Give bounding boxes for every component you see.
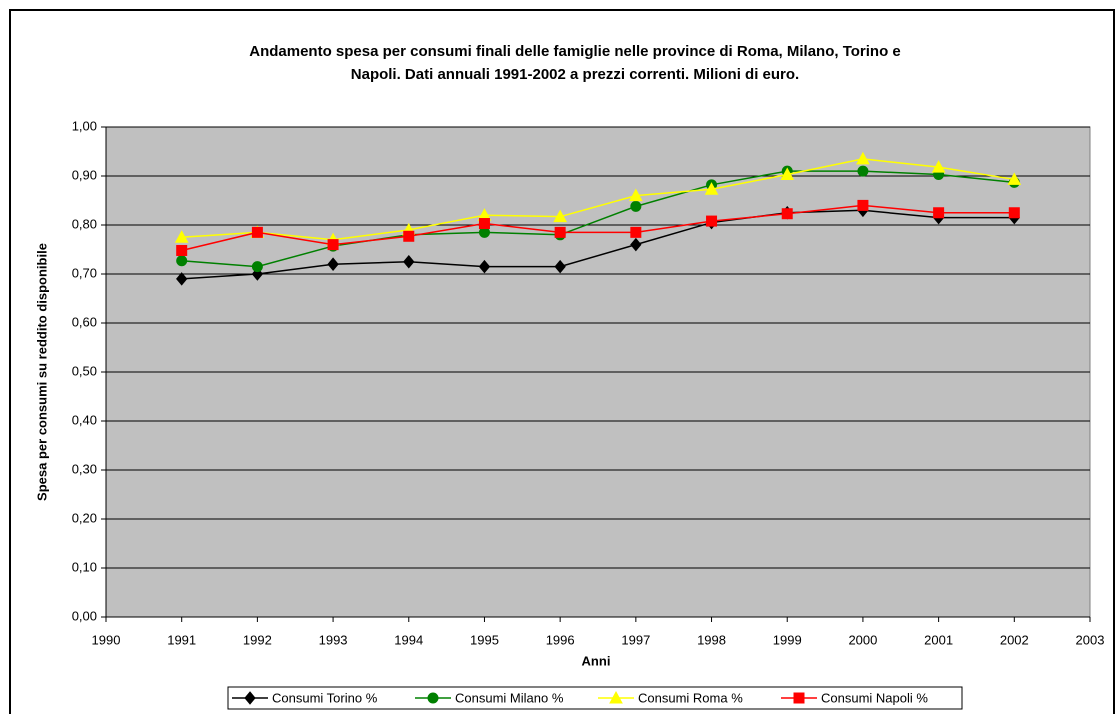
series-line <box>181 204 1015 252</box>
x-tick-label: 2001 <box>924 632 953 647</box>
x-axis-title: Anni <box>582 653 611 668</box>
marker <box>327 257 339 271</box>
marker <box>630 200 642 212</box>
x-tick-label: 1995 <box>470 632 499 647</box>
x-tick-label: 1993 <box>319 632 348 647</box>
marker <box>478 218 490 230</box>
marker <box>609 690 623 704</box>
y-tick-label: 1,00 <box>72 118 97 133</box>
x-tick-label: 1991 <box>167 632 196 647</box>
marker <box>630 237 642 252</box>
y-tick-label: 0,10 <box>72 559 97 574</box>
marker <box>244 691 256 705</box>
marker <box>251 261 263 273</box>
x-tick-label: 1994 <box>394 632 423 647</box>
x-tick-label: 1992 <box>243 632 272 647</box>
marker <box>174 230 189 243</box>
series-line <box>181 170 1015 268</box>
y-tick-label: 0,90 <box>72 167 97 182</box>
x-tick-label: 2003 <box>1076 632 1105 647</box>
y-tick-label: 0,00 <box>72 608 97 623</box>
legend-label: Consumi Torino % <box>272 690 378 705</box>
marker <box>1007 172 1022 185</box>
marker <box>478 259 491 274</box>
marker <box>630 226 642 238</box>
marker <box>553 209 567 223</box>
series-line <box>181 209 1015 280</box>
y-axis-title: Spesa per consumi su reddito disponibile <box>34 243 49 501</box>
marker <box>793 692 805 704</box>
x-tick-label: 1998 <box>697 632 726 647</box>
y-tick-label: 0,30 <box>72 461 97 476</box>
marker <box>704 182 719 195</box>
marker <box>933 207 945 219</box>
marker <box>403 254 415 269</box>
legend-label: Consumi Milano % <box>455 690 564 705</box>
marker <box>176 272 188 286</box>
marker <box>554 259 566 274</box>
marker <box>931 160 946 173</box>
marker <box>403 230 415 242</box>
marker <box>706 215 718 227</box>
y-tick-label: 0,50 <box>72 363 97 378</box>
chart-title: Andamento spesa per consumi finali delle… <box>249 43 901 60</box>
y-tick-label: 0,70 <box>72 265 97 280</box>
marker <box>427 692 439 704</box>
marker <box>781 208 793 220</box>
x-tick-label: 1990 <box>92 632 121 647</box>
chart-frame <box>9 9 1115 714</box>
y-tick-label: 0,20 <box>72 510 97 525</box>
y-tick-label: 0,60 <box>72 314 97 329</box>
legend-box <box>227 686 963 710</box>
marker <box>176 244 188 256</box>
x-tick-label: 1997 <box>621 632 650 647</box>
marker <box>327 239 339 251</box>
series-line <box>181 158 1015 241</box>
marker <box>629 188 643 202</box>
y-tick-label: 0,40 <box>72 412 97 427</box>
legend-label: Consumi Roma % <box>638 690 743 705</box>
marker <box>857 165 869 177</box>
marker <box>251 226 263 238</box>
legend-label: Consumi Napoli % <box>821 690 928 705</box>
marker <box>857 199 869 211</box>
marker <box>554 226 566 238</box>
x-tick-label: 2000 <box>848 632 877 647</box>
y-tick-label: 0,80 <box>72 216 97 231</box>
x-tick-label: 2002 <box>1000 632 1029 647</box>
marker <box>856 151 870 165</box>
x-tick-label: 1996 <box>546 632 575 647</box>
marker <box>176 255 188 267</box>
x-tick-label: 1999 <box>773 632 802 647</box>
chart-title: Napoli. Dati annuali 1991-2002 a prezzi … <box>351 66 799 83</box>
marker <box>1008 207 1020 219</box>
marker <box>780 167 795 181</box>
